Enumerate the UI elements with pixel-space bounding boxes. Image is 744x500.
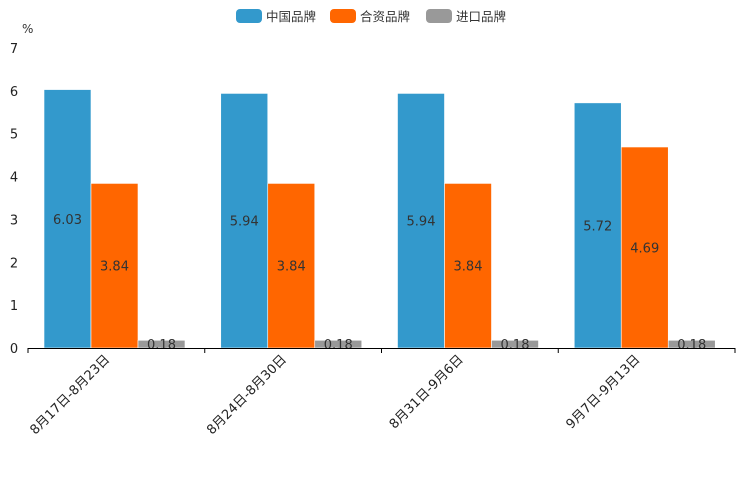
y-tick-label: 7	[10, 42, 18, 57]
y-tick-label: 5	[10, 128, 18, 143]
x-tick-label: 8月31日-9月6日	[387, 352, 467, 432]
bar-2-4[interactable]	[620, 146, 669, 349]
bar-1-3[interactable]	[397, 93, 445, 349]
data-label: 0.18	[501, 338, 530, 353]
x-tick-label: 8月17日-8月23日	[27, 352, 113, 438]
bar-2-3[interactable]	[444, 183, 492, 349]
data-label: 6.03	[53, 213, 82, 228]
data-label: 3.84	[100, 260, 129, 275]
y-tick-label: 2	[10, 256, 18, 271]
data-label: 0.18	[677, 338, 706, 353]
data-label: 3.84	[454, 260, 483, 275]
y-axis: 0 1 2 3 4 5 6 7	[10, 42, 18, 357]
y-tick-label: 1	[10, 299, 18, 314]
data-label: 0.18	[324, 338, 353, 353]
legend-label-2[interactable]: 合资品牌	[360, 9, 410, 24]
legend: 中国品牌 合资品牌 进口品牌	[236, 9, 506, 24]
data-label: 5.94	[407, 215, 436, 230]
legend-swatch-2[interactable]	[330, 9, 356, 23]
y-tick-label: 6	[10, 85, 18, 100]
y-tick-label: 4	[10, 171, 18, 186]
bar-1-4[interactable]	[573, 102, 622, 349]
legend-swatch-1[interactable]	[236, 9, 262, 23]
bar-1-1[interactable]	[43, 89, 92, 349]
legend-label-3[interactable]: 进口品牌	[456, 9, 506, 24]
legend-swatch-3[interactable]	[426, 9, 452, 23]
data-label: 4.69	[630, 242, 659, 257]
data-label: 5.94	[230, 215, 259, 230]
bars-group: 6.03 3.84 0.18 5.94 3.84 0.18 5.94 3.84 0.18 5.72…	[43, 89, 716, 353]
y-axis-label: %	[22, 22, 33, 36]
y-tick-label: 3	[10, 213, 18, 228]
data-label: 3.84	[277, 260, 306, 275]
y-tick-label: 0	[10, 342, 18, 357]
data-label: 0.18	[147, 338, 176, 353]
bar-2-2[interactable]	[267, 183, 316, 349]
data-label: 5.72	[583, 219, 612, 234]
x-tick-label: 8月24日-8月30日	[204, 352, 290, 438]
bar-2-1[interactable]	[90, 183, 139, 349]
legend-label-1[interactable]: 中国品牌	[266, 9, 316, 24]
x-tick-label: 9月7日-9月13日	[564, 352, 644, 432]
x-axis: 8月17日-8月23日 8月24日-8月30日 8月31日-9月6日 9月7日-9月1…	[27, 348, 736, 438]
